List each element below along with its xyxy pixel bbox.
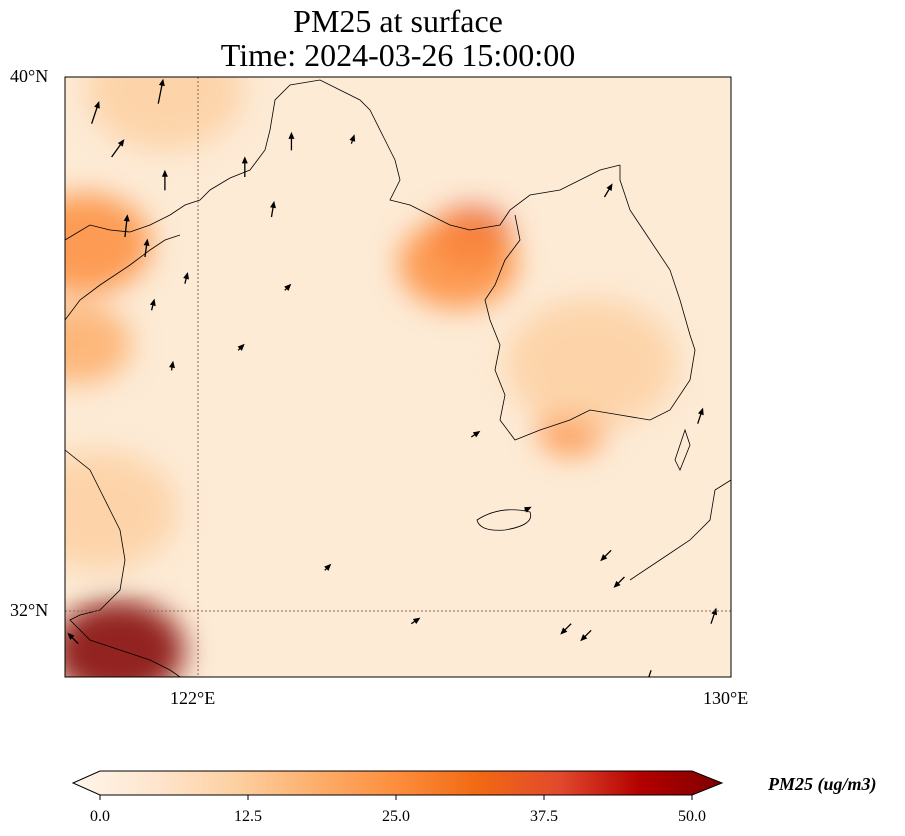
wind-arrow [149,298,156,311]
wind-arrow [157,78,165,104]
wind-arrow [324,563,332,571]
wind-arrow [123,214,130,238]
title-line-2: Time: 2024-03-26 15:00:00 [220,37,576,73]
pm25-hotspot [85,77,245,151]
lat-tick-32: 32°N [10,600,49,620]
map-frame [64,76,732,678]
wind-arrow [161,169,168,191]
pm25-hotspot [505,298,677,429]
colorbar-tick-label: 37.5 [530,808,558,825]
lon-tick-122: 122°E [170,688,216,708]
wind-arrow [183,271,190,284]
wind-arrow [600,549,612,562]
wind-arrow [91,101,100,124]
wind-arrow [470,430,481,438]
wind-arrow [237,343,245,351]
colorbar-tick-label: 12.5 [234,808,262,825]
wind-arrow [603,183,613,198]
lat-tick-40: 40°N [10,66,49,86]
wind-arrow [111,139,125,158]
wind-arrow [613,576,625,588]
wind-vectors [67,78,718,677]
colorbar-tick-label: 25.0 [382,808,410,825]
colorbar-label: PM25 (ug/m3) [768,774,877,794]
colorbar-tick-label: 0.0 [90,808,110,825]
pm25-hotspot [65,303,132,384]
wind-arrow [288,131,295,151]
plot-title: PM25 at surface Time: 2024-03-26 15:00:00 [65,4,731,72]
pm25-hotspot [398,218,518,309]
wind-arrow [697,407,704,424]
lon-tick-130: 130°E [703,688,749,708]
wind-arrow [270,200,276,218]
wind-arrow [524,506,532,513]
pm25-map [64,76,732,678]
wind-arrow [143,238,150,258]
pm25-hotspot [65,193,151,294]
coastlines [65,79,731,677]
wind-arrow [560,623,572,635]
wind-arrow [580,629,592,642]
title-line-1: PM25 at surface [293,3,503,39]
wind-arrow [410,617,421,625]
wind-arrow [169,360,175,371]
colorbar-bar [71,770,724,796]
pm25-hotspot [65,450,178,571]
wind-arrow [241,156,248,177]
wind-arrow [284,283,292,291]
pm25-hotspot [65,600,185,677]
colorbar-tick-label: 50.0 [678,808,706,825]
wind-arrow [349,134,356,144]
wind-arrow [67,632,79,645]
